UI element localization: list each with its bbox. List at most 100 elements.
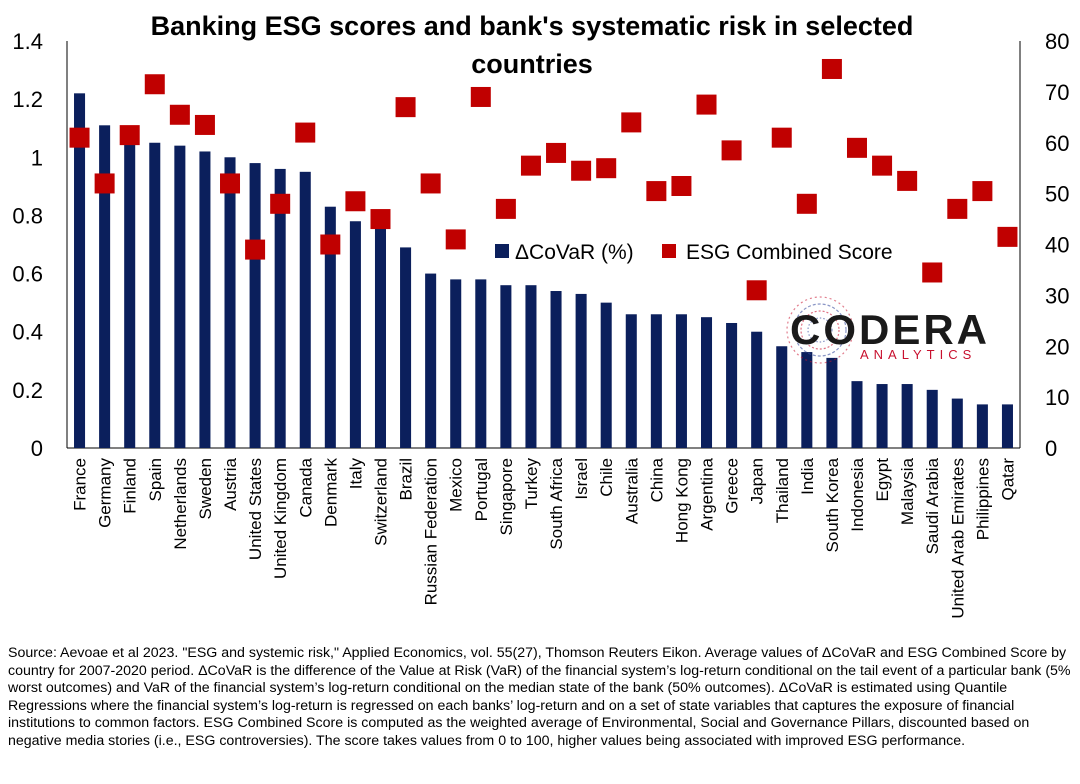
esg-marker-mexico	[445, 229, 466, 250]
category-label: Denmark	[321, 458, 340, 527]
left-tick-label: 1.2	[12, 87, 43, 112]
esg-marker-south-korea	[821, 58, 842, 79]
category-label: Australia	[622, 457, 641, 524]
bar-united-states	[249, 163, 261, 448]
bar-france	[74, 93, 86, 448]
category-label: South Korea	[823, 457, 842, 552]
bar-qatar	[1001, 404, 1013, 448]
esg-marker-philippines	[972, 181, 993, 202]
category-label: Singapore	[497, 458, 516, 536]
bar-turkey	[525, 285, 537, 448]
codera-logo: CODERA ANALYTICS	[786, 296, 990, 364]
bar-finland	[124, 134, 136, 448]
bar-malaysia	[901, 384, 913, 448]
esg-marker-canada	[295, 122, 316, 143]
category-label: Israel	[572, 458, 591, 500]
category-label: Russian Federation	[422, 458, 441, 605]
legend: ΔCoVaR (%) ESG Combined Score	[495, 241, 893, 264]
category-label: Mexico	[447, 458, 466, 512]
category-label: China	[647, 457, 666, 502]
category-label: Egypt	[873, 458, 892, 502]
category-label: South Africa	[547, 457, 566, 549]
esg-marker-australia	[621, 112, 642, 133]
bar-portugal	[475, 279, 487, 448]
right-tick-label: 20	[1045, 334, 1069, 359]
bar-italy	[349, 221, 361, 448]
bar-netherlands	[174, 145, 186, 448]
logo-word: CODERA	[790, 306, 990, 353]
right-tick-label: 10	[1045, 385, 1069, 410]
category-label: Malaysia	[898, 457, 917, 525]
right-tick-label: 80	[1045, 29, 1069, 54]
legend-label-esg: ESG Combined Score	[686, 241, 893, 264]
left-tick-label: 0.2	[12, 378, 43, 403]
right-tick-label: 30	[1045, 283, 1069, 308]
bar-canada	[299, 171, 311, 449]
esg-marker-denmark	[320, 234, 341, 255]
bar-china	[650, 314, 662, 448]
chart-title: Banking ESG scores and bank's systematic…	[151, 11, 914, 79]
category-label: Thailand	[773, 458, 792, 523]
esg-marker-united-arab-emirates	[947, 198, 968, 219]
bar-hong-kong	[675, 314, 687, 448]
bar-japan	[751, 331, 763, 448]
esg-marker-united-states	[245, 239, 266, 260]
category-label: Austria	[221, 457, 240, 510]
bar-russian-federation	[425, 273, 437, 448]
esg-marker-netherlands	[169, 104, 190, 125]
bar-greece	[726, 322, 738, 448]
category-label: United States	[246, 458, 265, 560]
bar-series	[74, 93, 1013, 449]
source-note: Source: Aevoae et al 2023. "ESG and syst…	[8, 645, 1071, 749]
esg-marker-india	[796, 193, 817, 214]
category-label: Sweden	[196, 458, 215, 519]
bar-egypt	[876, 384, 888, 448]
bar-spain	[149, 142, 161, 448]
category-label: Italy	[346, 458, 365, 490]
category-label: Portugal	[472, 458, 491, 521]
logo-circle-icon	[786, 296, 854, 364]
esg-marker-switzerland	[370, 209, 391, 230]
bar-thailand	[776, 346, 788, 448]
category-label: Spain	[146, 458, 165, 501]
esg-marker-united-kingdom	[270, 193, 291, 214]
esg-marker-russian-federation	[420, 173, 441, 194]
esg-marker-argentina	[696, 94, 717, 115]
esg-marker-turkey	[520, 155, 541, 176]
esg-marker-qatar	[997, 226, 1018, 247]
right-tick-label: 70	[1045, 80, 1069, 105]
esg-marker-austria	[220, 173, 241, 194]
esg-marker-germany	[94, 173, 115, 194]
esg-marker-portugal	[470, 86, 491, 107]
category-label: Turkey	[522, 458, 541, 510]
bar-south-africa	[550, 291, 562, 448]
bar-israel	[575, 293, 587, 448]
category-label: Philippines	[973, 458, 992, 540]
esg-marker-spain	[144, 74, 165, 95]
bar-saudi-arabia	[926, 389, 938, 448]
esg-marker-egypt	[872, 155, 893, 176]
chart-title-line-1: Banking ESG scores and bank's systematic…	[151, 11, 914, 41]
category-label: Saudi Arabia	[923, 457, 942, 554]
tick-labels: 0 0.2 0.4 0.6 0.8 1 1.2 1.4 0 10 20 30 40 50 60 70 80	[12, 29, 1069, 461]
bar-south-korea	[826, 357, 838, 448]
esg-marker-israel	[571, 160, 592, 181]
category-label: France	[71, 458, 90, 511]
left-tick-label: 0.6	[12, 262, 43, 287]
chart: 0 0.2 0.4 0.6 0.8 1 1.2 1.4 0 10 20 30 40 50 60 70 80 Fr…	[12, 11, 1069, 619]
esg-marker-france	[69, 127, 90, 148]
bar-sweden	[199, 151, 211, 448]
bar-singapore	[500, 285, 512, 448]
category-label: Japan	[748, 458, 767, 504]
bar-denmark	[324, 206, 336, 448]
category-label: Netherlands	[171, 458, 190, 550]
right-tick-label: 40	[1045, 233, 1069, 258]
category-label: United Arab Emirates	[948, 458, 967, 619]
esg-marker-sweden	[194, 114, 215, 135]
bar-germany	[99, 125, 111, 449]
esg-marker-chile	[596, 158, 617, 179]
bar-india	[801, 352, 813, 448]
category-label: United Kingdom	[271, 458, 290, 579]
right-tick-label: 50	[1045, 182, 1069, 207]
esg-marker-finland	[119, 125, 140, 146]
